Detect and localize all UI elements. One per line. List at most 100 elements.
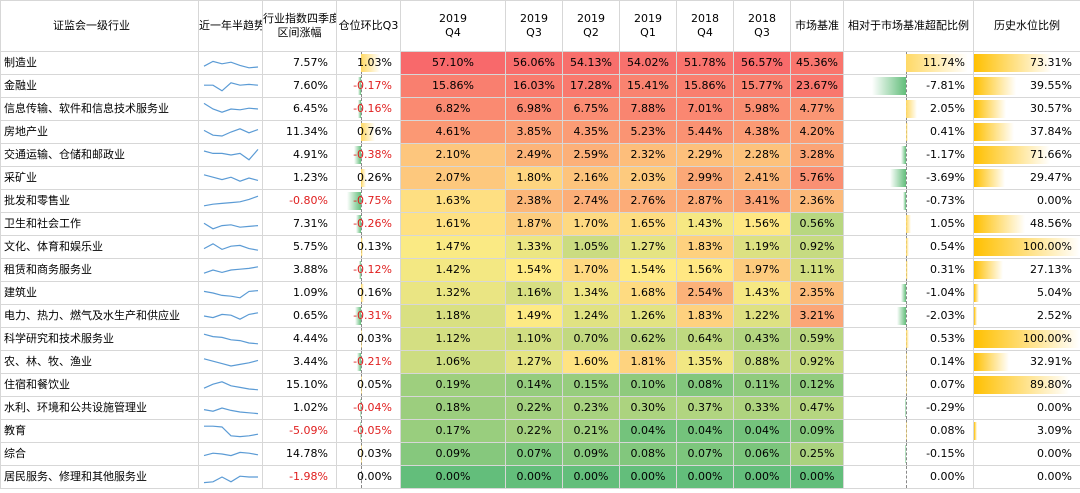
header-quarter: Q4 [697,26,713,39]
index-change: 0.65% [262,304,337,328]
excess-bar [905,238,909,256]
position-2018-q3: 15.77% [733,74,791,98]
position-change-value: -0.26% [353,217,392,230]
table-row: 制造业 7.57% 1.03% 57.10% 56.06% 54.13% 54.02% 51.… [0,51,1080,75]
historical-bar [974,77,1016,95]
position-2019-q2: 0.70% [562,327,620,351]
excess-ratio-value: -1.17% [926,148,965,161]
industry-name: 教育 [0,419,199,443]
sparkline-chart [204,425,259,438]
position-2019-q3: 0.22% [505,396,563,420]
position-change-value: -0.05% [353,424,392,437]
trend-sparkline [198,235,263,259]
change-bar [358,100,361,118]
position-market-benchmark: 0.47% [790,396,844,420]
position-2019-q1: 2.32% [619,143,677,167]
historical-level: 0.00% [973,189,1080,213]
table-row: 教育 -5.09% -0.05% 0.17% 0.22% 0.21% 0.04% 0.04% 0… [0,419,1080,443]
bar-axis [905,282,907,304]
historical-bar [974,100,1007,118]
sparkline-line [203,358,259,367]
position-2019-q4: 0.00% [400,465,506,489]
change-bar [360,422,361,440]
historical-level: 100.00% [973,327,1080,351]
historical-level-value: 30.57% [1030,102,1072,115]
historical-level: 71.66% [973,143,1080,167]
header-2018-q4: 2018 Q4 [676,0,734,52]
excess-bar [905,100,917,118]
change-bar [360,399,361,417]
excess-ratio: -0.29% [843,396,974,420]
position-change-value: 0.05% [357,378,392,391]
position-2018-q3: 1.56% [733,212,791,236]
position-2018-q3: 0.00% [733,465,791,489]
position-change: 1.03% [336,51,401,75]
sparkline-chart [203,381,259,391]
excess-ratio-value: -1.04% [926,286,965,299]
excess-bar [889,169,906,187]
position-2018-q3: 0.33% [733,396,791,420]
header-excess-ratio: 相对于市场基准超配比例 [843,0,974,52]
position-2018-q4: 2.99% [676,166,734,190]
industry-name: 信息传输、软件和信息技术服务业 [0,97,199,121]
position-2019-q2: 1.60% [562,350,620,374]
table-row: 科学研究和技术服务业 4.44% 0.03% 1.12% 1.10% 0.70% 0.62%… [0,327,1080,351]
position-2019-q3: 56.06% [505,51,563,75]
excess-bar [905,261,908,279]
table-row: 建筑业 1.09% 0.16% 1.32% 1.16% 1.34% 1.68% 2.54% 1.… [0,281,1080,305]
bar-axis [360,420,362,442]
sparkline-line [203,222,259,230]
historical-level: 37.84% [973,120,1080,144]
excess-ratio-value: 1.05% [930,217,965,230]
historical-level: 48.56% [973,212,1080,236]
sparkline-chart [203,128,259,137]
position-2018-q3: 2.41% [733,166,791,190]
historical-level-value: 2.52% [1037,309,1072,322]
position-2019-q2: 1.34% [562,281,620,305]
table-row: 电力、热力、燃气及水生产和供应业 0.65% -0.31% 1.18% 1.49% 1.2… [0,304,1080,328]
table-row: 居民服务、修理和其他服务业 -1.98% 0.00% 0.00% 0.00% 0.00% 0… [0,465,1080,489]
position-2019-q2: 0.00% [562,465,620,489]
excess-bar [905,353,907,371]
position-market-benchmark: 0.59% [790,327,844,351]
position-2018-q3: 0.06% [733,442,791,466]
position-2019-q4: 1.47% [400,235,506,259]
position-market-benchmark: 2.35% [790,281,844,305]
historical-level: 27.13% [973,258,1080,282]
header-row: 证监会一级行业 近一年半趋势 行业指数四季度 区间涨幅 仓位环比Q3 2019 Q… [0,0,1080,52]
position-change-value: 1.03% [357,56,392,69]
position-2018-q3: 1.97% [733,258,791,282]
industry-name: 采矿业 [0,166,199,190]
trend-sparkline [198,166,263,190]
excess-bar [900,146,906,164]
index-change: -5.09% [262,419,337,443]
header-trend: 近一年半趋势 [198,0,263,52]
header-2019-q4: 2019 Q4 [400,0,506,52]
index-change: -0.80% [262,189,337,213]
table-row: 水利、环境和公共设施管理业 1.02% -0.04% 0.18% 0.22% 0.23% 0… [0,396,1080,420]
excess-ratio: 0.31% [843,258,974,282]
position-2019-q2: 2.74% [562,189,620,213]
index-change: 7.31% [262,212,337,236]
table-row: 卫生和社会工作 7.31% -0.26% 1.61% 1.87% 1.70% 1.65% 1.… [0,212,1080,236]
position-market-benchmark: 23.67% [790,74,844,98]
position-change-value: 0.00% [357,470,392,483]
historical-level: 2.52% [973,304,1080,328]
position-2018-q3: 0.43% [733,327,791,351]
sparkline-chart [203,266,259,274]
index-change: 5.75% [262,235,337,259]
historical-level-value: 27.13% [1030,263,1072,276]
bar-axis [905,443,907,465]
sparkline-chart [203,102,259,113]
position-market-benchmark: 4.20% [790,120,844,144]
historical-bar [974,422,978,440]
position-2018-q3: 0.11% [733,373,791,397]
historical-level: 100.00% [973,235,1080,259]
position-2018-q3: 0.88% [733,350,791,374]
sparkline-chart [203,407,259,415]
sparkline-chart [203,475,258,484]
historical-level: 0.00% [973,396,1080,420]
header-year: 2018 [691,12,719,25]
position-change: -0.12% [336,258,401,282]
